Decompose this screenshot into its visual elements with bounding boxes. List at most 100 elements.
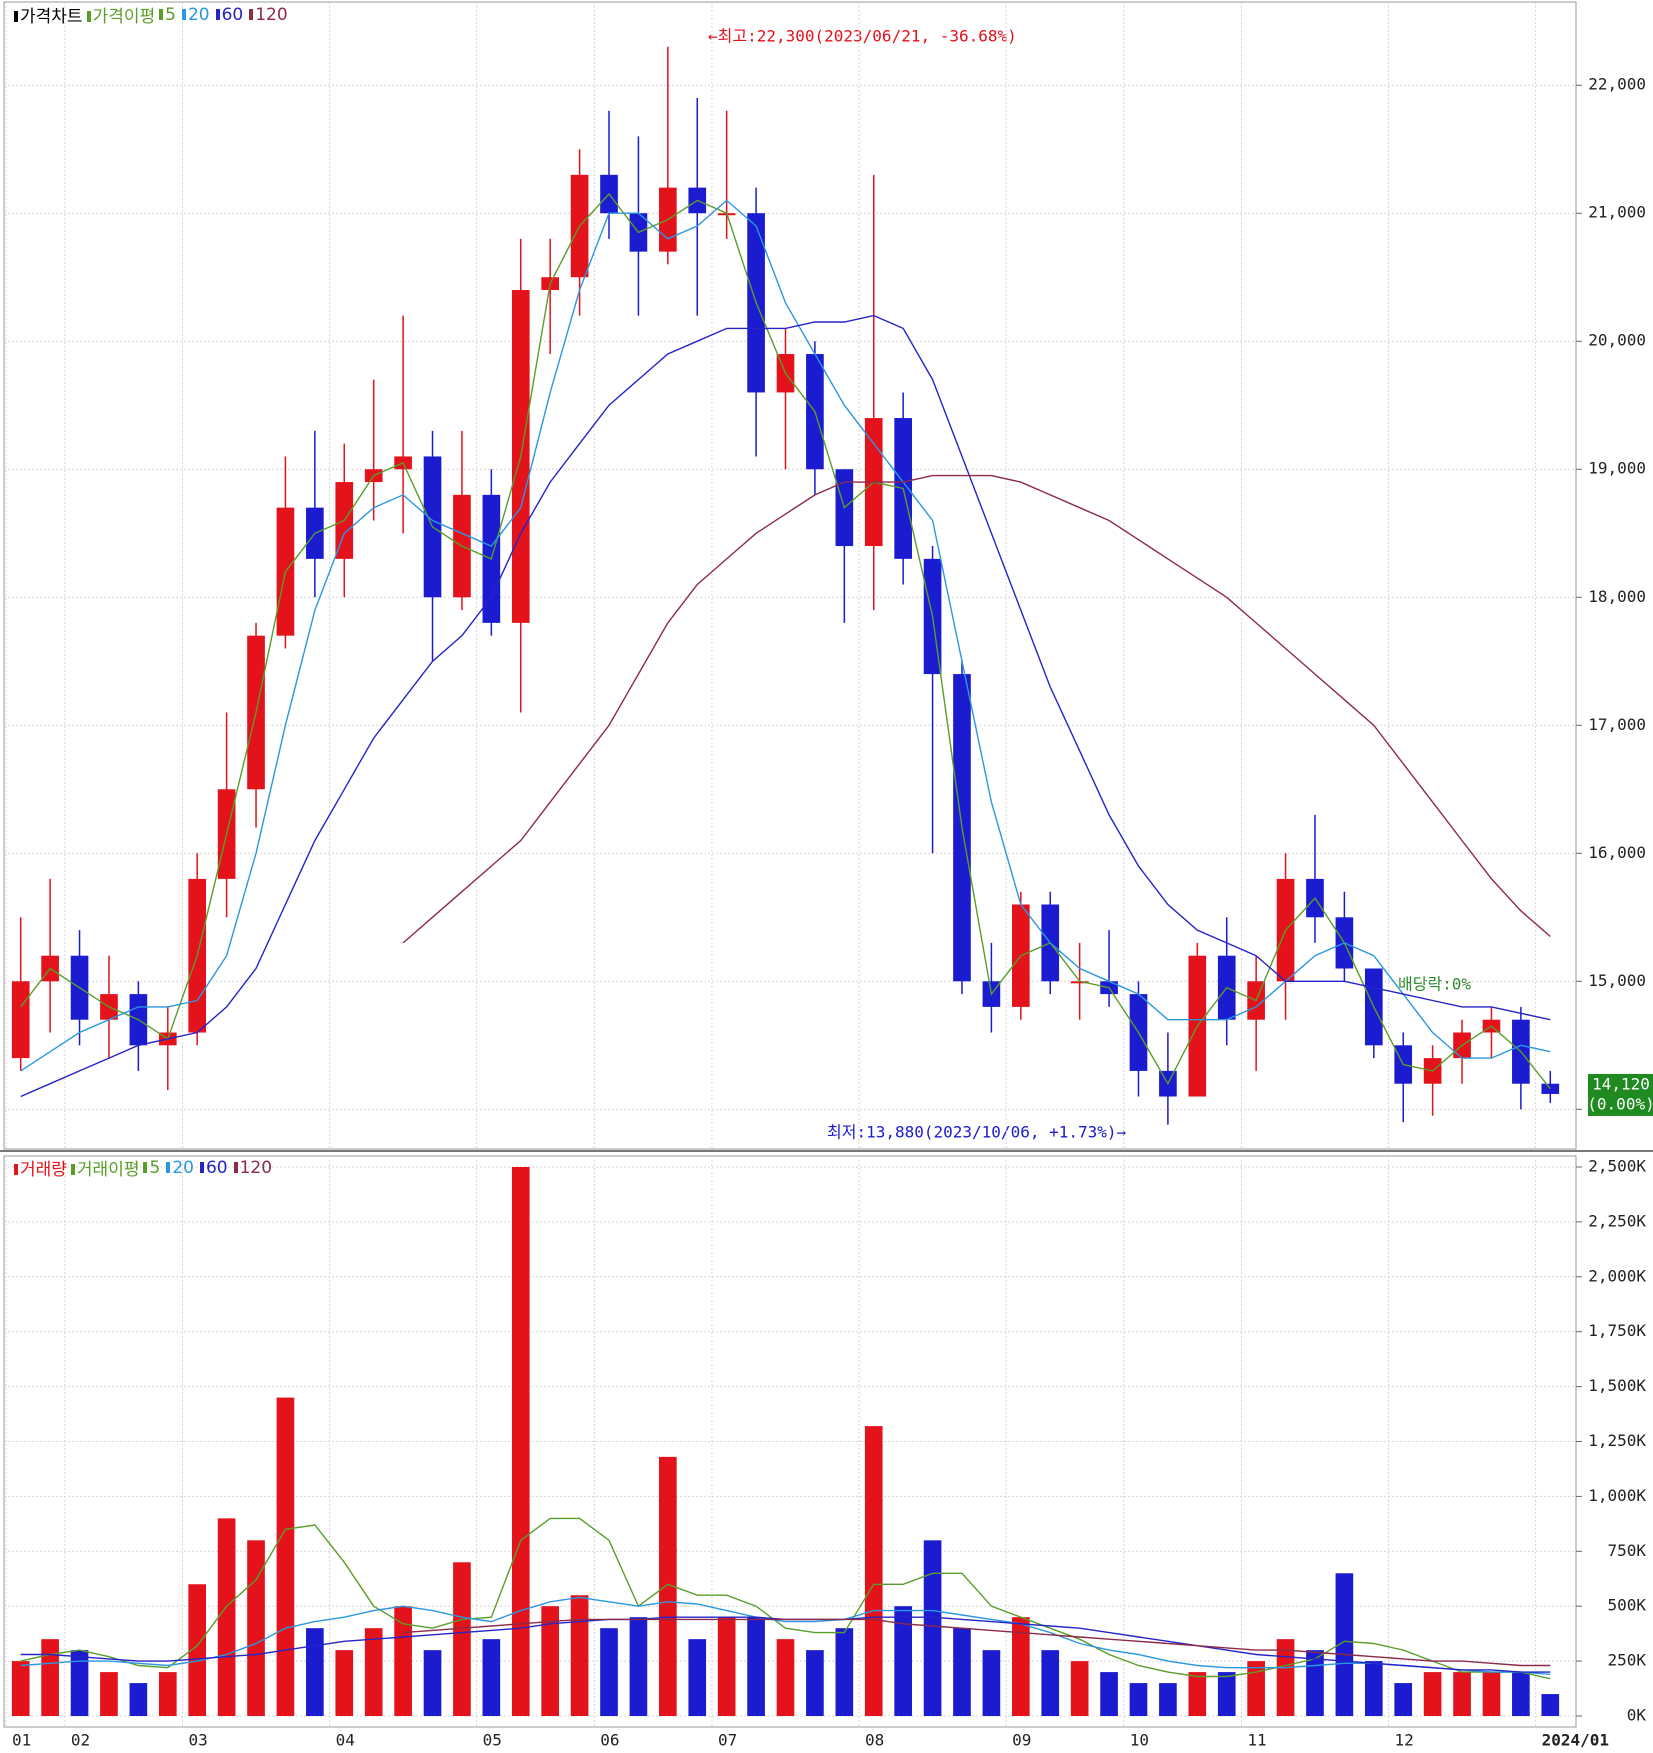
volume-bar [570,1595,589,1717]
volume-bar [129,1683,148,1717]
legend-entry: 20 [166,1158,194,1178]
low-annotation: 최저:13,880(2023/10/06, +1.73%)→ [827,1123,1127,1142]
volume-bar [1011,1617,1030,1717]
volume-bar [1394,1683,1413,1717]
legend-entry: 120 [249,5,288,25]
volume-bar [806,1650,824,1717]
ma-line [20,314,1551,1098]
volume-bar [688,1639,707,1717]
high-annotation: ←최고:22,300(2023/06/21, -36.68%) [708,27,1017,46]
y-tick-label: 2,000K [1588,1266,1646,1285]
volume-bar [1423,1672,1442,1717]
legend-entry: 거래이평 [70,1155,140,1180]
last-price-label: 14,120 [1592,1074,1650,1093]
legend-label: 거래량 [20,1160,67,1180]
y-tick-label: 21,000 [1588,203,1646,222]
legend-label: 거래이평 [76,1160,140,1180]
x-tick-label: 10 [1130,1731,1149,1750]
volume-bar [1364,1661,1383,1717]
x-tick-label: 06 [600,1731,619,1750]
y-tick-label: 1,500K [1588,1376,1646,1395]
volume-bar [1335,1573,1354,1717]
volume-bar [335,1650,354,1717]
x-tick-label: 09 [1012,1731,1031,1750]
volume-bar [11,1661,30,1717]
candle-body [1070,981,1089,984]
y-tick-label: 15,000 [1588,971,1646,990]
volume-bar [659,1456,677,1717]
y-tick-label: 1,750K [1588,1321,1646,1340]
volume-bar [864,1426,883,1717]
legend-ma: 5 20 60 120 [159,5,288,25]
ma-line [20,1517,1551,1680]
ma-line [402,474,1551,944]
y-tick-label: 19,000 [1588,459,1646,478]
y-tick-label: 16,000 [1588,843,1646,862]
ma-line [20,1596,1551,1675]
price-panel [3,1,1577,1150]
legend-entry: 가격차트 [14,2,83,27]
legend-entry: 120 [233,1157,273,1178]
volume-bar [717,1617,736,1717]
volume-bar [953,1628,971,1717]
volume-bar [1453,1672,1471,1717]
plot: 14,00015,00016,00017,00018,00019,00020,0… [4,2,1653,1750]
x-tick-label: 11 [1247,1731,1266,1750]
volume-bar [1159,1683,1177,1717]
legend-label: 가격차트 [20,7,83,27]
legend-label: 120 [239,1157,273,1178]
volume-bar [247,1540,265,1717]
volume-bar [1276,1639,1295,1717]
y-tick-label: 18,000 [1588,587,1646,606]
legend-swatch [143,1161,148,1173]
volume-bar [629,1617,648,1717]
last-change-label: (0.00%) [1587,1094,1653,1113]
y-tick-label: 250K [1607,1651,1646,1670]
volume-bar [982,1650,1001,1717]
legend-entry: 60 [199,1157,228,1178]
volume-bar [511,1166,530,1717]
volume-legend: 거래량 거래이평 5 20 60 120 [14,1155,272,1180]
legend-label: 60 [221,4,244,25]
x-tick-label: 04 [336,1731,355,1750]
x-tick-label: 02 [71,1731,90,1750]
legend-entry: 5 [159,5,176,25]
volume-bar [453,1562,471,1717]
volume-bar [276,1397,295,1717]
ma-line [20,192,1551,1090]
volume-bar [364,1628,383,1717]
volume-bar [1247,1661,1265,1717]
legend-label: 60 [205,1157,228,1178]
last-price-box [1588,1073,1653,1116]
legend-swatch [233,1161,238,1173]
volume-bar [158,1672,177,1717]
dividend-annotation: 배당락:0% [1398,975,1471,994]
volume-bar [217,1518,236,1717]
x-tick-label: 05 [483,1731,502,1750]
volume-bar [541,1606,560,1717]
price-legend: 가격차트 가격이평 5 20 60 120 [14,2,288,27]
y-tick-label: 2,500K [1588,1156,1646,1175]
x-tick-label: 12 [1395,1731,1414,1750]
volume-bar [423,1650,442,1717]
legend-swatch [215,8,220,20]
volume-bar [1041,1650,1060,1717]
y-tick-label: 20,000 [1588,331,1646,350]
legend-entry: 5 [143,1158,160,1178]
volume-bar [306,1628,324,1717]
legend-swatch [199,1161,204,1173]
y-tick-label: 500K [1607,1596,1646,1615]
volume-bar [482,1639,501,1717]
volume-bar [1070,1661,1089,1717]
legend-ma: 5 20 60 120 [143,1158,272,1178]
x-tick-label: 03 [188,1731,207,1750]
legend-swatch [166,1161,171,1173]
volume-bar [1541,1694,1560,1717]
y-tick-label: 0K [1627,1706,1647,1725]
legend-label: 5 [165,4,176,25]
legend-swatch [249,8,254,20]
volume-bar [1100,1672,1118,1717]
volume-bar [894,1606,912,1717]
